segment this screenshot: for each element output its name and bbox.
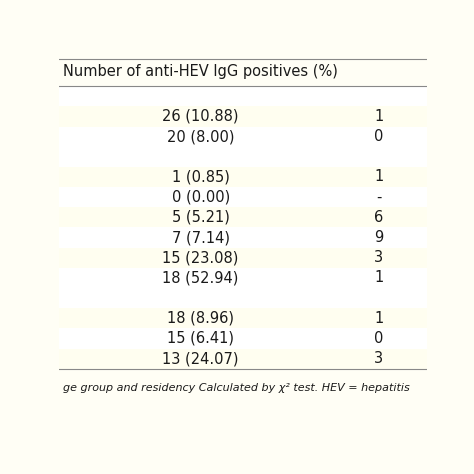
Bar	[59, 247, 427, 268]
Text: 15 (6.41): 15 (6.41)	[167, 331, 234, 346]
Text: 6: 6	[374, 210, 383, 225]
Text: 18 (8.96): 18 (8.96)	[167, 311, 234, 326]
Bar	[59, 106, 427, 127]
Text: -: -	[376, 190, 382, 205]
Text: 26 (10.88): 26 (10.88)	[163, 109, 239, 124]
Text: 1: 1	[374, 311, 383, 326]
Bar	[59, 288, 427, 308]
Text: 20 (8.00): 20 (8.00)	[167, 129, 235, 144]
Text: 1: 1	[374, 109, 383, 124]
Bar	[59, 308, 427, 328]
Bar	[59, 328, 427, 348]
Text: 7 (7.14): 7 (7.14)	[172, 230, 230, 245]
Bar	[59, 86, 427, 106]
Bar	[59, 167, 427, 187]
Text: 9: 9	[374, 230, 383, 245]
Bar	[59, 127, 427, 146]
Bar	[59, 207, 427, 228]
Text: ge group and residency Calculated by χ² test. HEV = hepatitis: ge group and residency Calculated by χ² …	[63, 383, 410, 393]
Text: 1: 1	[374, 270, 383, 285]
Text: 0: 0	[374, 129, 383, 144]
Text: 1: 1	[374, 170, 383, 184]
Bar	[59, 187, 427, 207]
Text: 0 (0.00): 0 (0.00)	[172, 190, 230, 205]
Text: 3: 3	[374, 351, 383, 366]
Text: 0: 0	[374, 331, 383, 346]
Bar	[59, 268, 427, 288]
Bar	[59, 57, 427, 86]
Text: 3: 3	[374, 250, 383, 265]
Text: 18 (52.94): 18 (52.94)	[163, 270, 239, 285]
Bar	[59, 146, 427, 167]
Bar	[59, 228, 427, 247]
Text: 5 (5.21): 5 (5.21)	[172, 210, 229, 225]
Text: Number of anti-HEV IgG positives (%): Number of anti-HEV IgG positives (%)	[63, 64, 338, 79]
Text: 15 (23.08): 15 (23.08)	[163, 250, 239, 265]
Bar	[59, 348, 427, 369]
Text: 13 (24.07): 13 (24.07)	[163, 351, 239, 366]
Text: 1 (0.85): 1 (0.85)	[172, 170, 229, 184]
